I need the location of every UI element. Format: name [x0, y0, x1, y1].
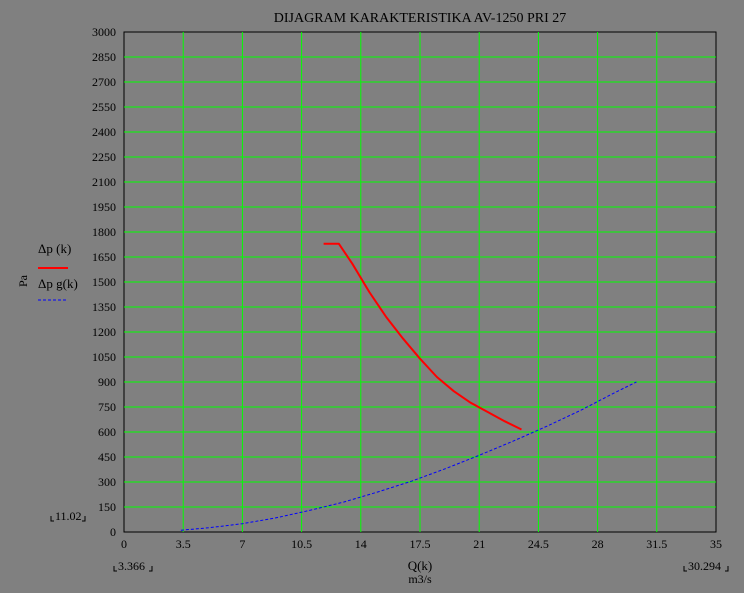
range-label-x-max: 30.294: [688, 559, 721, 573]
y-axis-label: Pa: [16, 274, 30, 287]
y-tick-label: 2250: [92, 150, 116, 164]
legend-label-blue: Δp g(k): [38, 276, 78, 291]
legend: Δp (k) Δp g(k): [38, 241, 78, 301]
x-tick-labels: 0 3.5 7 10.5 14 17.5 21 24.5 28 31.5 35: [121, 537, 722, 551]
x-tick-label: 7: [239, 537, 245, 551]
y-tick-label: 1950: [92, 200, 116, 214]
range-label-x-min: 3.366: [118, 559, 145, 573]
series-lines: [180, 242, 637, 531]
y-tick-label: 2100: [92, 175, 116, 189]
y-tick-label: 900: [98, 375, 116, 389]
y-tick-label: 300: [98, 475, 116, 489]
y-tick-label: 750: [98, 400, 116, 414]
y-tick-label: 0: [110, 525, 116, 539]
x-tick-label: 14: [355, 537, 367, 551]
range-label-brackets: [50, 516, 729, 572]
y-tick-label: 2400: [92, 125, 116, 139]
x-tick-label: 35: [710, 537, 722, 551]
x-tick-label: 24.5: [528, 537, 549, 551]
y-tick-label: 3000: [92, 25, 116, 39]
series-line-red: [323, 242, 522, 431]
grid: [124, 32, 716, 532]
y-tick-label: 150: [98, 500, 116, 514]
y-tick-label: 1200: [92, 325, 116, 339]
x-tick-label: 17.5: [410, 537, 431, 551]
x-tick-label: 0: [121, 537, 127, 551]
chart-title: DIJAGRAM KARAKTERISTIKA AV-1250 PRI 27: [274, 11, 566, 26]
x-axis-label: Q(k): [408, 558, 433, 573]
range-label-y-min: 11.02: [55, 509, 82, 523]
x-tick-label: 3.5: [176, 537, 191, 551]
y-tick-label: 1500: [92, 275, 116, 289]
y-tick-label: 1650: [92, 250, 116, 264]
x-tick-label: 28: [592, 537, 604, 551]
legend-label-red: Δp (k): [38, 241, 71, 256]
y-tick-label: 450: [98, 450, 116, 464]
y-tick-label: 600: [98, 425, 116, 439]
x-tick-label: 10.5: [291, 537, 312, 551]
y-tick-label: 1050: [92, 350, 116, 364]
x-axis-unit: m3/s: [408, 572, 432, 586]
x-tick-label: 31.5: [646, 537, 667, 551]
x-tick-label: 21: [473, 537, 485, 551]
y-tick-labels: 0 150 300 450 600 750 900 1050 1200 1350 1500 1650 1…: [92, 25, 116, 539]
y-tick-label: 1800: [92, 225, 116, 239]
y-tick-label: 2700: [92, 75, 116, 89]
y-tick-label: 1350: [92, 300, 116, 314]
y-tick-label: 2550: [92, 100, 116, 114]
series-line-blue: [180, 381, 637, 531]
y-tick-label: 2850: [92, 50, 116, 64]
